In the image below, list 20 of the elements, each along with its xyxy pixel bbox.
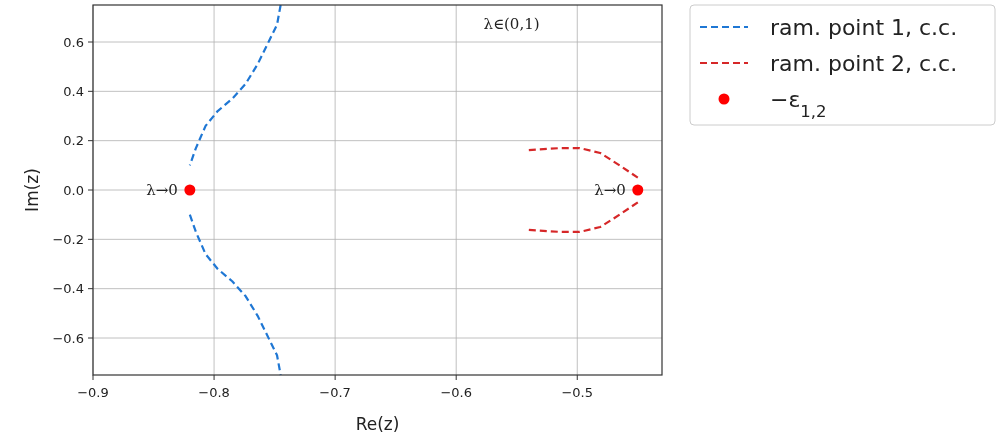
x-tick-label: −0.7: [319, 385, 351, 400]
y-axis-title: Im(z): [22, 168, 42, 212]
legend-label: ram. point 1, c.c.: [770, 15, 958, 40]
y-tick-label: −0.2: [52, 231, 84, 247]
y-tick-label: −0.6: [52, 330, 84, 346]
legend-label: ram. point 2, c.c.: [770, 51, 958, 76]
y-tick-label: 0.0: [63, 182, 84, 198]
annotation: λ∈(0,1): [483, 15, 540, 33]
legend-label: −ε$_{1,2}$: [770, 87, 827, 121]
x-tick-label: −0.5: [561, 385, 594, 400]
y-tick-label: 0.2: [63, 133, 84, 149]
y-tick-label: 0.6: [63, 34, 84, 50]
x-tick-label: −0.6: [440, 385, 472, 400]
annotation: λ→0: [594, 181, 626, 199]
annotation: λ→0: [146, 181, 178, 199]
y-tick-label: 0.4: [63, 83, 84, 99]
y-tick-label: −0.4: [52, 281, 84, 297]
x-axis-title: Re(z): [355, 414, 400, 434]
x-tick-label: −0.8: [198, 385, 230, 400]
x-tick-label: −0.9: [77, 385, 109, 400]
